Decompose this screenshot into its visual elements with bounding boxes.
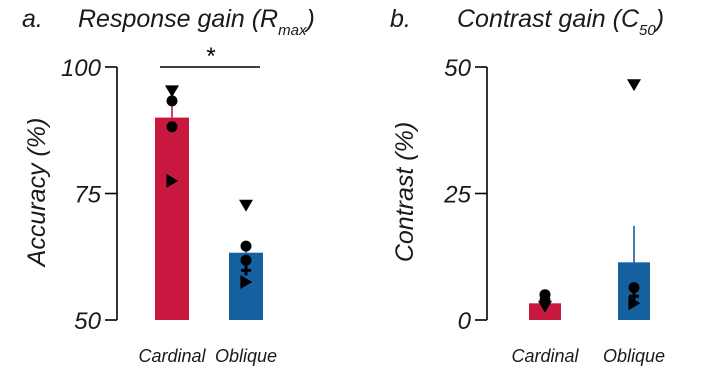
- panel-b: b. Contrast gain (C50) Contrast (%) 0 25 5…: [390, 5, 665, 366]
- panel-1-category-label-oblique: Oblique: [603, 346, 665, 366]
- panel-b-title: Contrast gain (C50): [457, 5, 664, 39]
- panel-a-title: Response gain (Rmax): [78, 5, 315, 39]
- panel-0-data-point-triangle-down: [239, 199, 253, 212]
- panel-1-category-label-cardinal: Cardinal: [511, 346, 579, 366]
- panel-0-y-tick-label: 50: [74, 308, 101, 335]
- panel-b-plot: 0 25 50 Cardinal Oblique: [443, 55, 665, 366]
- panel-0-data-point-circle: [166, 95, 178, 107]
- panel-0-data-point-triangle-right: [166, 173, 179, 188]
- panel-0-data-point-circle: [240, 240, 252, 252]
- panel-a: a. Response gain (Rmax) Accuracy (%) 50 7…: [22, 5, 315, 366]
- panel-0-significance-star: *: [206, 43, 215, 70]
- panel-1-data-point-triangle-right: [628, 296, 641, 311]
- panel-0-y-tick-label: 100: [61, 55, 102, 82]
- panel-1-y-tick-label: 50: [444, 55, 471, 82]
- panel-1-data-point-circle: [628, 282, 640, 294]
- panel-1-y-tick-label: 25: [443, 182, 471, 209]
- panel-b-y-axis-label: Contrast (%): [391, 122, 419, 262]
- panel-b-letter: b.: [390, 5, 411, 33]
- panel-a-y-axis-label: Accuracy (%): [23, 118, 51, 269]
- panel-0-data-point-plus: [241, 265, 251, 276]
- panel-1-data-point-plus: [629, 291, 639, 302]
- panel-0-bar-cardinal: [155, 117, 189, 320]
- panel-0-data-point-circle: [240, 254, 252, 266]
- panel-1-data-point-triangle-down: [627, 79, 641, 92]
- panel-1-data-point-triangle-down: [538, 300, 552, 313]
- panel-1-y-tick-label: 0: [458, 308, 472, 335]
- panel-0-data-point-triangle-right: [240, 275, 253, 290]
- panel-a-plot: 50 75 100 Cardinal Oblique *: [61, 43, 277, 366]
- panel-0-y-tick-label: 75: [74, 182, 101, 209]
- panel-0-data-point-triangle-down: [165, 85, 179, 98]
- panel-0-data-point-circle: [166, 121, 178, 133]
- panel-0-category-label-cardinal: Cardinal: [138, 346, 206, 366]
- panel-a-letter: a.: [22, 5, 43, 33]
- panel-0-category-label-oblique: Oblique: [215, 346, 277, 366]
